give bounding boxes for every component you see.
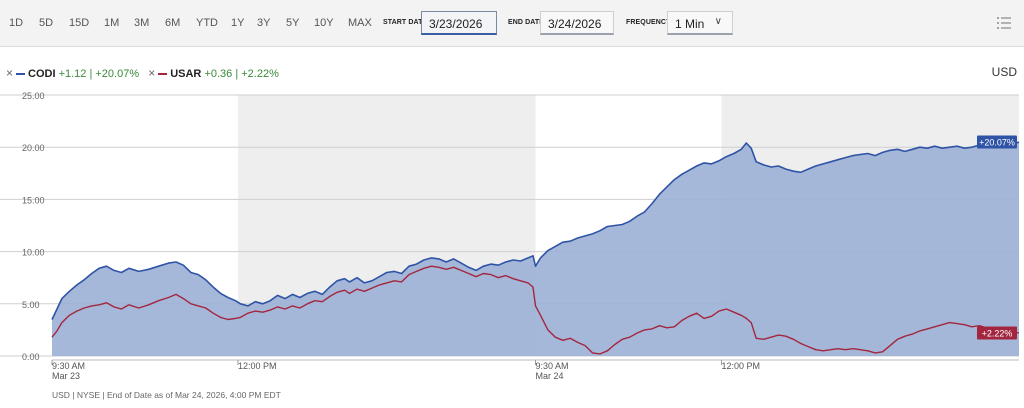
x-tick-sublabel: Mar 23 bbox=[52, 371, 80, 381]
usar-line bbox=[51, 265, 1020, 355]
y-tick-label: 5.00 bbox=[22, 300, 40, 310]
range-max-button[interactable]: MAX bbox=[348, 17, 372, 29]
list-menu-icon[interactable] bbox=[996, 16, 1012, 30]
chart-toolbar: 1D 5D 15D 1M 3M 6M YTD 1Y 3Y 5Y 10Y MAX … bbox=[0, 0, 1024, 47]
legend-change: +0.36 | +2.22% bbox=[204, 68, 279, 80]
chart-footnote: USD | NYSE | End of Date as of Mar 24, 2… bbox=[52, 390, 281, 400]
remove-usar-icon[interactable]: × bbox=[148, 66, 156, 80]
range-15d-button[interactable]: 15D bbox=[69, 17, 90, 29]
legend-item-usar: × USAR +0.36 | +2.22% bbox=[148, 66, 279, 80]
frequency-label: FREQUENCY bbox=[626, 19, 671, 26]
codi-area bbox=[52, 142, 1019, 356]
range-1m-button[interactable]: 1M bbox=[104, 17, 120, 29]
range-3m-button[interactable]: 3M bbox=[134, 17, 150, 29]
range-5y-button[interactable]: 5Y bbox=[286, 17, 300, 29]
y-tick-label: 20.00 bbox=[22, 143, 45, 153]
usar-end-tag bbox=[977, 326, 1017, 340]
chart-legend: × CODI +1.12 | +20.07% × USAR +0.36 | +2.2… bbox=[6, 66, 285, 80]
range-5d-button[interactable]: 5D bbox=[39, 17, 54, 29]
codi-swatch bbox=[16, 73, 26, 76]
codi-end-tag-label: +20.07% bbox=[979, 137, 1015, 147]
x-tick-label: 9:30 AM bbox=[536, 361, 569, 371]
usar-end-tag-label: +2.22% bbox=[982, 329, 1013, 339]
legend-change: +1.12 | +20.07% bbox=[58, 68, 140, 80]
y-tick-label: 25.00 bbox=[22, 91, 45, 101]
y-tick-label: 10.00 bbox=[22, 248, 45, 258]
x-tick-label: 12:00 PM bbox=[238, 361, 277, 371]
range-3y-button[interactable]: 3Y bbox=[257, 17, 271, 29]
range-1y-button[interactable]: 1Y bbox=[231, 17, 245, 29]
frequency-value: 1 Min bbox=[675, 17, 705, 31]
legend-symbol: CODI bbox=[28, 68, 56, 80]
usar-swatch bbox=[158, 73, 168, 76]
range-10y-button[interactable]: 10Y bbox=[314, 17, 334, 29]
legend-symbol: USAR bbox=[170, 68, 202, 80]
currency-label: USD bbox=[991, 65, 1017, 79]
legend-item-codi: × CODI +1.12 | +20.07% bbox=[6, 66, 139, 80]
x-tick-sublabel: Mar 24 bbox=[536, 371, 564, 381]
end-date-label: END DATE bbox=[508, 19, 545, 26]
x-tick-label: 12:00 PM bbox=[721, 361, 760, 371]
start-date-input[interactable]: 3/23/2026 bbox=[421, 11, 497, 35]
frequency-select[interactable]: 1 Min ∨ bbox=[667, 11, 733, 35]
chevron-down-icon: ∨ bbox=[714, 16, 722, 27]
start-date-label: START DATE bbox=[383, 19, 428, 26]
remove-codi-icon[interactable]: × bbox=[6, 66, 14, 80]
range-6m-button[interactable]: 6M bbox=[165, 17, 181, 29]
end-date-input[interactable]: 3/24/2026 bbox=[540, 11, 614, 35]
codi-line bbox=[51, 141, 1020, 320]
y-tick-label: 15.00 bbox=[22, 195, 45, 205]
range-1d-button[interactable]: 1D bbox=[9, 17, 24, 29]
y-tick-label: 0.00 bbox=[22, 352, 40, 362]
codi-end-tag bbox=[977, 135, 1017, 149]
range-ytd-button[interactable]: YTD bbox=[196, 17, 218, 29]
x-tick-label: 9:30 AM bbox=[52, 361, 85, 371]
